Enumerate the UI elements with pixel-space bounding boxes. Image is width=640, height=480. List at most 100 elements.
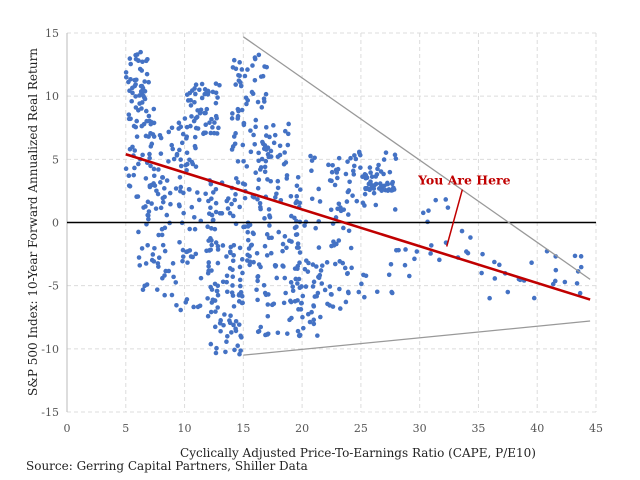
data-point	[351, 172, 357, 177]
data-point	[263, 125, 269, 130]
data-point	[169, 292, 175, 298]
data-point	[268, 250, 274, 256]
data-point	[151, 106, 157, 112]
data-point	[317, 199, 323, 204]
data-point	[354, 198, 360, 204]
data-point	[266, 154, 272, 160]
data-point	[367, 165, 373, 170]
data-point	[245, 237, 251, 243]
data-point	[150, 252, 156, 257]
data-point	[136, 229, 141, 235]
data-point	[242, 195, 248, 201]
data-point	[166, 159, 171, 164]
data-point	[264, 232, 270, 237]
data-point	[303, 284, 309, 289]
data-point	[199, 95, 205, 101]
data-point	[263, 158, 269, 164]
annotation-arrow	[445, 189, 464, 247]
data-point	[160, 199, 166, 205]
data-point	[214, 288, 220, 294]
data-point	[233, 318, 239, 324]
data-point	[180, 131, 186, 137]
data-point	[350, 193, 355, 198]
data-point	[146, 209, 152, 214]
data-point	[311, 303, 316, 308]
data-point	[164, 178, 170, 183]
data-point	[292, 299, 298, 304]
data-point	[242, 73, 248, 79]
data-point	[289, 213, 294, 219]
data-point	[274, 191, 279, 197]
data-point	[174, 302, 179, 308]
data-point	[371, 190, 377, 196]
data-point	[358, 165, 363, 170]
data-point	[263, 292, 269, 298]
data-point	[145, 243, 150, 248]
data-point	[377, 181, 383, 186]
data-point	[248, 128, 253, 133]
data-point	[229, 147, 235, 152]
data-point	[336, 238, 342, 243]
data-point	[199, 81, 205, 87]
data-point	[255, 329, 261, 335]
data-point	[301, 325, 306, 331]
data-point	[240, 142, 246, 148]
data-point	[204, 106, 210, 112]
data-point	[136, 255, 142, 260]
data-point	[130, 90, 135, 96]
data-point	[265, 302, 271, 307]
data-point	[224, 279, 229, 285]
data-point	[342, 265, 348, 271]
data-point	[170, 261, 176, 266]
data-point	[192, 86, 197, 91]
data-point	[311, 279, 317, 285]
data-point	[230, 258, 236, 264]
data-point	[127, 56, 133, 61]
data-point	[235, 159, 241, 164]
data-point	[360, 174, 365, 180]
data-point	[221, 322, 226, 328]
data-point	[288, 193, 294, 199]
data-point	[390, 179, 395, 185]
data-point	[123, 70, 129, 75]
data-point	[219, 211, 225, 216]
data-point	[187, 187, 192, 192]
data-point	[158, 135, 164, 141]
data-point	[326, 162, 331, 168]
data-point	[310, 284, 316, 289]
data-point	[197, 87, 202, 93]
data-point	[374, 289, 380, 295]
data-point	[293, 200, 299, 206]
data-point	[235, 106, 241, 112]
data-point	[529, 260, 534, 266]
data-point	[276, 229, 282, 235]
data-point	[369, 183, 375, 189]
data-point	[335, 206, 340, 212]
data-point	[177, 203, 182, 209]
data-point	[294, 194, 300, 199]
data-point	[209, 242, 214, 248]
data-point	[231, 304, 237, 309]
data-point	[208, 205, 213, 210]
data-point	[220, 243, 226, 248]
data-point	[147, 155, 152, 161]
data-point	[142, 283, 147, 289]
data-point	[284, 176, 290, 181]
data-point	[183, 300, 189, 305]
data-point	[137, 263, 143, 268]
data-point	[146, 79, 151, 85]
data-point	[309, 309, 314, 315]
data-point	[237, 60, 242, 65]
data-point	[131, 172, 137, 178]
data-point	[182, 116, 188, 121]
data-point	[169, 142, 175, 148]
data-point	[177, 240, 182, 245]
data-point	[160, 242, 166, 248]
data-point	[531, 295, 537, 301]
data-point	[445, 205, 451, 210]
data-point	[347, 179, 352, 185]
data-point	[226, 196, 231, 201]
data-point	[222, 312, 227, 317]
data-point	[319, 281, 325, 286]
data-point	[233, 328, 239, 334]
